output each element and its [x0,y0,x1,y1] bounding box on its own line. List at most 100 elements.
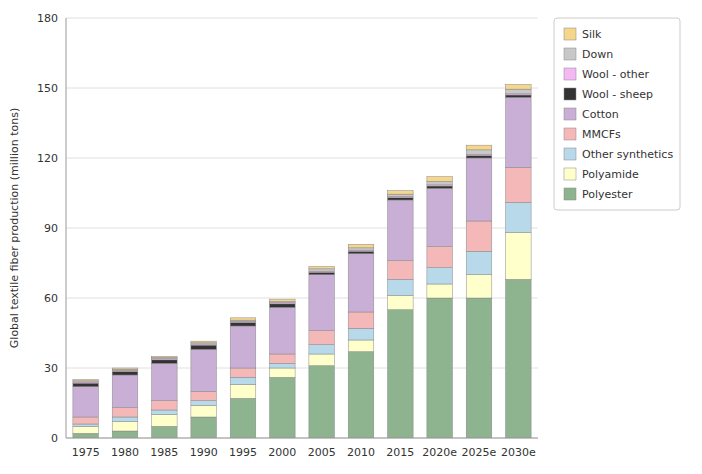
legend: SilkDownWool - otherWool - sheepCottonMM… [554,18,680,210]
bar-segment [427,284,453,298]
bar-segment [152,360,178,364]
grid [66,18,538,438]
bar-segment [191,405,217,417]
y-axis-line [66,18,67,438]
y-tick-label: 180 [37,12,58,25]
x-axis-line [66,438,538,439]
chart: 0306090120150180197519801985199019952000… [0,0,702,474]
x-tick-label: 2020e [422,446,457,459]
x-tick-label: 2030e [501,446,536,459]
bar-segment [388,198,414,200]
legend-swatch [564,168,576,180]
x-tick-label: 2015 [386,446,414,459]
x-tick-label: 1985 [150,446,178,459]
bar-segment [191,341,217,343]
bar-segment [466,158,492,221]
x-tick-label: 1990 [190,446,218,459]
bar-segment [112,372,138,376]
x-tick-label: 2025e [462,446,497,459]
legend-swatch [564,88,576,100]
legend-box [554,18,680,210]
legend-label: Wool - other [582,68,649,81]
x-tick-label: 1975 [72,446,100,459]
legend-label: Wool - sheep [582,88,653,101]
bar-segment [506,95,532,97]
bar-segment [506,167,532,202]
bar-segment [348,312,374,328]
bar-segment [309,354,335,366]
bar-segment [73,417,99,424]
bar-segment [348,244,374,248]
x-tick-label: 2005 [308,446,336,459]
legend-swatch [564,48,576,60]
bar-segment [348,254,374,312]
y-axis-label: Global textile fiber production (million… [8,108,21,348]
bar-segment [309,272,335,274]
bar-segment [506,202,532,232]
bar-segment [230,384,256,398]
bar-segment [388,279,414,295]
bar-segment [309,275,335,331]
bar-segment [230,398,256,438]
bar-segment [427,181,453,185]
bar-segment [230,368,256,377]
bar-segment [230,323,256,327]
bar-segment [73,424,99,426]
bar-segment [112,422,138,431]
legend-swatch [564,128,576,140]
bar-segment [388,296,414,310]
bar-segment [191,417,217,438]
y-tick-label: 150 [37,82,58,95]
bar-segment [466,150,492,155]
bar-segment [348,328,374,340]
bar-segment [270,307,296,354]
bar-segment [152,426,178,438]
bar-segment [152,363,178,400]
legend-swatch [564,68,576,80]
y-tick-label: 120 [37,152,58,165]
x-tick-label: 2010 [347,446,375,459]
bar-segment [152,401,178,410]
bar-segment [230,318,256,320]
bar-segment [466,156,492,158]
bar-segment [506,97,532,167]
bar-segment [112,368,138,369]
bar-segment [466,221,492,251]
bar-segment [427,298,453,438]
bar-segment [427,188,453,246]
bar-segment [388,194,414,196]
y-tick-label: 90 [44,222,58,235]
y-tick-label: 0 [51,432,58,445]
bar-segment [230,377,256,384]
bar-segment [348,248,374,250]
bar-segment [388,310,414,438]
bar-segment [270,354,296,363]
bar-segment [348,352,374,438]
legend-swatch [564,108,576,120]
bar-segment [466,298,492,438]
bar-segment [112,375,138,408]
legend-label: Cotton [582,108,619,121]
bar-segment [152,415,178,427]
bar-segment [112,408,138,417]
bar-segment [506,85,532,90]
bar-segment [309,345,335,354]
legend-swatch [564,28,576,40]
bar-segment [112,417,138,422]
bar-segment [427,268,453,284]
bar-segment [427,186,453,188]
bar-segment [191,401,217,406]
bar-segment [309,366,335,438]
bar-segment [348,340,374,352]
legend-label: Polyamide [582,168,639,181]
legend-swatch [564,188,576,200]
bars [73,85,531,439]
bar-segment [230,326,256,368]
bar-segment [112,431,138,438]
bar-segment [191,349,217,391]
x-tick-label: 2000 [268,446,296,459]
x-tick-label: 1980 [111,446,139,459]
bar-segment [191,345,217,349]
bar-segment [152,356,178,357]
legend-label: Other synthetics [582,148,673,161]
